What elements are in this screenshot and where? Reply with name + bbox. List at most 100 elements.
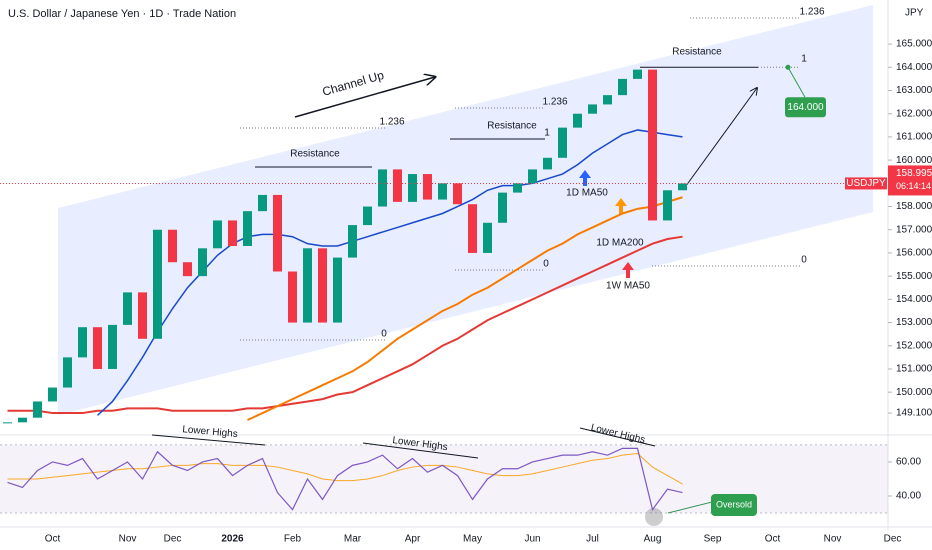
target-box (785, 97, 826, 118)
candle (453, 183, 462, 205)
annotation: Lower Highs (182, 424, 238, 440)
annotation: 0 (381, 329, 387, 340)
ma-label: 1D MA50 (566, 188, 608, 199)
ma50-arrow (579, 170, 591, 186)
candle (543, 157, 552, 170)
candle (678, 183, 687, 191)
x-tick-label: Sep (704, 534, 722, 545)
annotation: 1.236 (542, 97, 567, 108)
annotation: 0 (543, 259, 549, 270)
y-tick-label: 154.000 (896, 294, 932, 305)
candle (513, 183, 522, 193)
candle (558, 127, 567, 158)
rsi-y-tick-label: 40.00 (896, 491, 921, 502)
series-line (247, 196, 683, 421)
candle (588, 104, 597, 114)
target-label: 164.000 (787, 102, 824, 113)
oversold-box (711, 494, 757, 516)
candle (168, 229, 177, 263)
annotation: 1 (801, 54, 807, 65)
currency: JPY (905, 8, 924, 19)
annotation: Oversold (716, 499, 752, 509)
candle (123, 292, 132, 325)
candle (423, 174, 432, 200)
x-tick-label: May (463, 534, 482, 545)
series-line (7, 235, 683, 415)
countdown: 06:14:14 (896, 181, 931, 191)
price-label-bg (888, 165, 932, 196)
y-tick-label: 161.000 (896, 132, 932, 143)
candle (258, 194, 267, 212)
candle (138, 292, 147, 339)
y-tick-label: 165.000 (896, 39, 932, 50)
candle (33, 401, 42, 418)
chart-title: U.S. Dollar / Japanese Yen · 1D · Trade … (8, 8, 236, 20)
candle (318, 248, 327, 323)
x-tick-label: Dec (884, 534, 902, 545)
target-pointer (787, 67, 806, 98)
y-tick-label: 152.000 (896, 340, 932, 351)
x-tick-label: Mar (344, 534, 362, 545)
candle (78, 327, 87, 358)
rsi-y-tick-label: 60.00 (896, 457, 921, 468)
channel (58, 5, 873, 415)
candle (303, 248, 312, 323)
x-tick-label: Jun (524, 534, 540, 545)
annotation: 1.236 (379, 117, 404, 128)
wma50-arrow (622, 262, 634, 278)
series-line (7, 452, 683, 485)
x-tick-label: Oct (45, 534, 61, 545)
candle (183, 262, 192, 277)
candle (483, 222, 492, 253)
candle (408, 174, 417, 202)
candle (618, 78, 627, 96)
candle (213, 220, 222, 249)
candle (228, 220, 237, 246)
ma-label: 1W MA50 (606, 281, 650, 292)
x-tick-label: Jul (586, 534, 599, 545)
y-tick-label: 162.000 (896, 108, 932, 119)
candle (363, 206, 372, 226)
candle (93, 327, 102, 369)
last-price: 158.995 (896, 168, 932, 179)
candle (573, 113, 582, 128)
candle (243, 211, 252, 246)
candle (333, 257, 342, 323)
y-tick-label: 150.000 (896, 387, 932, 398)
candle (198, 248, 207, 277)
candle (393, 169, 402, 202)
x-tick-label: Nov (824, 534, 842, 545)
candle (3, 422, 12, 424)
annotation: 1.236 (799, 7, 824, 18)
annotation: 0 (801, 255, 807, 266)
candle (648, 69, 657, 221)
y-tick-label: 156.000 (896, 248, 932, 259)
y-tick-label: 153.000 (896, 317, 932, 328)
x-tick-label: Nov (119, 534, 137, 545)
y-tick-label: 151.000 (896, 364, 932, 375)
symbol-bg (845, 177, 887, 190)
candle (663, 190, 672, 221)
y-tick-label: 149.100 (896, 408, 932, 419)
candle (63, 357, 72, 388)
series-line (96, 129, 683, 416)
projection-arrow (682, 88, 757, 191)
trend-line (362, 442, 479, 459)
candle (288, 271, 297, 323)
candle (468, 204, 477, 253)
candle (498, 192, 507, 223)
x-tick-label: Oct (765, 534, 781, 545)
candle (633, 69, 642, 79)
y-tick-label: 157.000 (896, 224, 932, 235)
candle (438, 183, 447, 200)
y-tick-label: 158.000 (896, 201, 932, 212)
x-tick-label: Aug (644, 534, 662, 545)
candle (378, 169, 387, 207)
series-line (7, 447, 683, 512)
ma-label: 1D MA200 (596, 238, 644, 249)
y-tick-label: 163.000 (896, 85, 932, 96)
trend-line (151, 434, 266, 446)
candle (48, 387, 57, 402)
candle (273, 194, 282, 272)
